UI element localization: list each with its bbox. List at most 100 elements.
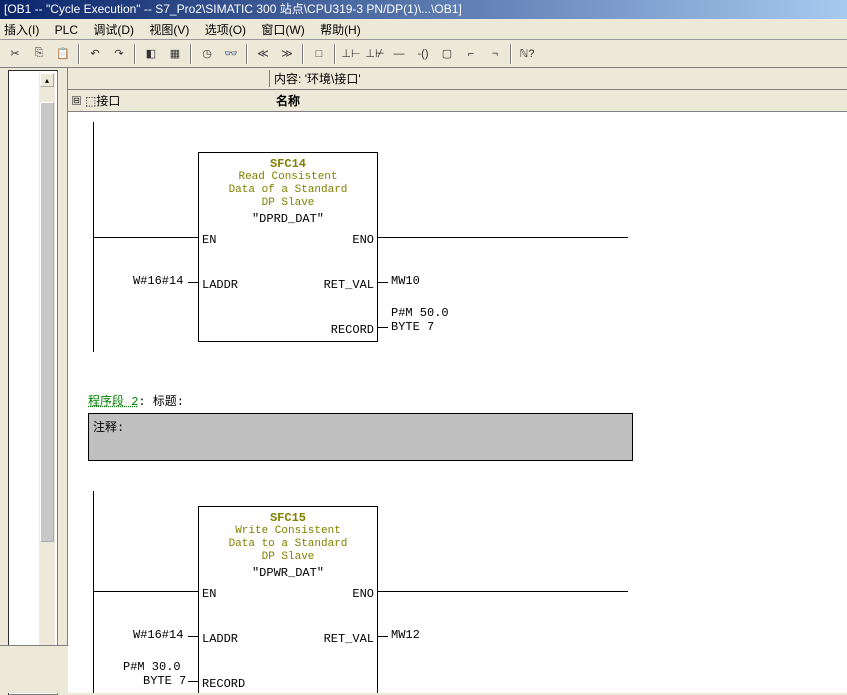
fb-title: SFC15 [199,507,377,525]
fb-desc: DP Slave [199,197,377,210]
wire [378,636,388,637]
title-bar: [OB1 -- "Cycle Execution" -- S7_Pro2\SIM… [0,0,847,19]
wire [188,282,198,283]
menu-help[interactable]: 帮助(H) [320,23,361,37]
branch-close-icon[interactable]: ¬ [484,43,506,65]
param-record-in1[interactable]: P#M 30.0 [123,660,181,674]
left-panel-inner: ▴ [8,70,58,695]
menu-window[interactable]: 窗口(W) [261,23,304,37]
undo-icon[interactable]: ↶ [84,43,106,65]
param-laddr-val[interactable]: W#16#14 [133,628,183,642]
network-header: 程序段 2: 标题: [88,392,827,409]
contact-nc-icon[interactable]: ⊥⊬ [364,43,386,65]
comment-box[interactable]: 注释: [88,413,633,461]
param-record-out1[interactable]: P#M 50.0 [391,306,449,320]
function-block-sfc15[interactable]: SFC15 Write Consistent Data to a Standar… [198,506,378,693]
toolbar-separator [78,44,80,64]
wire [378,282,388,283]
port-laddr: LADDR [202,632,238,646]
tree-root-label: 接口 [96,92,120,109]
toolbar-separator [334,44,336,64]
content-path: '环境\接口' [305,72,361,86]
port-retval: RET_VAL [324,632,374,646]
menu-debug[interactable]: 调试(D) [93,23,134,37]
toolbar-separator [134,44,136,64]
bottom-split [0,645,68,693]
port-eno: ENO [352,233,374,247]
fb-desc: DP Slave [199,551,377,564]
fb-name: "DPWR_DAT" [199,566,377,580]
port-en: EN [202,587,216,601]
fb-title: SFC14 [199,153,377,171]
wire [378,237,628,238]
param-retval-out[interactable]: MW10 [391,274,420,288]
param-retval-out[interactable]: MW12 [391,628,420,642]
toolbar: ✂ ⎘ 📋 ↶ ↷ ◧ ▦ ◷ 👓 ≪ ≫ □ ⊥⊢ ⊥⊬ — -() ▢ ⌐ … [0,40,847,68]
scrollbar-vertical[interactable]: ▴ [39,73,55,653]
function-block-sfc14[interactable]: SFC14 Read Consistent Data of a Standard… [198,152,378,342]
goggles-icon[interactable]: 👓 [220,43,242,65]
tool-icon[interactable]: ◷ [196,43,218,65]
param-record-out2[interactable]: BYTE 7 [391,320,434,334]
fb-desc: Write Consistent [199,525,377,538]
menu-bar: 插入(I) PLC 调试(D) 视图(V) 选项(O) 窗口(W) 帮助(H) [0,19,847,40]
box-insert-icon[interactable]: ▢ [436,43,458,65]
paste-icon[interactable]: 📋 [52,43,74,65]
left-panel: ▴ [0,68,68,693]
horizontal-icon[interactable]: — [388,43,410,65]
interface-icon: ⬚ [85,94,96,108]
toolbar-separator [302,44,304,64]
branch-open-icon[interactable]: ⌐ [460,43,482,65]
port-record: RECORD [202,677,245,691]
port-laddr: LADDR [202,278,238,292]
scroll-thumb[interactable] [40,102,54,542]
tree-collapse-icon[interactable]: ⊟ [72,96,81,105]
left-rail [93,491,94,693]
network-title-label: : 标题: [138,395,184,409]
tool-icon[interactable]: ▦ [164,43,186,65]
copy-icon[interactable]: ⎘ [28,43,50,65]
comment-label: 注释: [93,421,124,435]
toolbar-separator [190,44,192,64]
menu-plc[interactable]: PLC [55,23,78,37]
help-icon[interactable]: ℕ? [516,43,538,65]
toolbar-separator [246,44,248,64]
wire [93,237,198,238]
port-record: RECORD [331,323,374,337]
wire [188,681,198,682]
wire [188,636,198,637]
tool-icon[interactable]: ◧ [140,43,162,65]
coil-icon[interactable]: -() [412,43,434,65]
fb-desc: Data of a Standard [199,184,377,197]
tool-icon[interactable]: ≫ [276,43,298,65]
param-record-in2[interactable]: BYTE 7 [143,674,186,688]
tool-icon[interactable]: ≪ [252,43,274,65]
tree-left[interactable]: ⊟ ⬚ 接口 [72,92,272,109]
fb-name: "DPRD_DAT" [199,212,377,226]
toolbar-separator [510,44,512,64]
scroll-up-icon[interactable]: ▴ [40,73,54,87]
wire [378,591,628,592]
ladder-network-2: SFC15 Write Consistent Data to a Standar… [88,491,827,693]
redo-icon[interactable]: ↷ [108,43,130,65]
content-label: 内容: [274,72,301,86]
box-icon[interactable]: □ [308,43,330,65]
menu-view[interactable]: 视图(V) [149,23,189,37]
param-laddr-val[interactable]: W#16#14 [133,274,183,288]
fb-desc: Data to a Standard [199,538,377,551]
tree-name-col: 名称 [272,92,843,109]
title-text: [OB1 -- "Cycle Execution" -- S7_Pro2\SIM… [4,2,462,16]
menu-options[interactable]: 选项(O) [205,23,246,37]
wire [378,327,388,328]
ladder-network-1: SFC14 Read Consistent Data of a Standard… [88,122,827,352]
network-number[interactable]: 程序段 2 [88,395,138,409]
menu-insert[interactable]: 插入(I) [4,23,39,37]
content-header: 内容: '环境\接口' [68,68,847,90]
cut-icon[interactable]: ✂ [4,43,26,65]
port-retval: RET_VAL [324,278,374,292]
wire [93,591,198,592]
main-container: ▴ 内容: '环境\接口' ⊟ ⬚ 接口 名称 [0,68,847,693]
tree-row: ⊟ ⬚ 接口 名称 [68,90,847,112]
contact-no-icon[interactable]: ⊥⊢ [340,43,362,65]
content-header-right: 内容: '环境\接口' [270,70,845,87]
